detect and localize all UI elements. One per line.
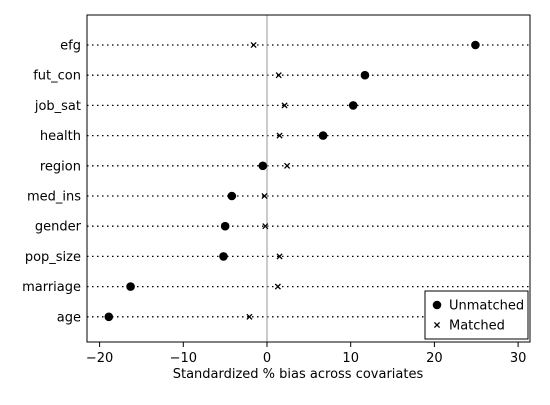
matched-point-efg (250, 41, 257, 49)
matched-point-age (246, 313, 253, 320)
x-tick-label--10: −10 (170, 351, 197, 366)
covariate-label-age: age (57, 310, 81, 325)
unmatched-point-age (104, 312, 114, 322)
covariate-label-fut_con: fut_con (33, 69, 81, 84)
matched-point-age-stroke-b (246, 313, 253, 320)
legend-marker-unmatched (432, 300, 442, 310)
matched-point-health-stroke-b (276, 132, 283, 139)
matched-point-health (276, 132, 283, 139)
x-axis-title: Standardized % bias across covariates (173, 367, 424, 382)
matched-point-region-stroke-b (284, 162, 291, 169)
series-matched (246, 41, 291, 320)
matched-point-job_sat (281, 102, 288, 109)
matched-point-marriage-stroke-b (274, 283, 281, 290)
covariate-label-gender: gender (35, 220, 82, 235)
matched-point-job_sat-stroke-b (281, 102, 288, 109)
data-markers (104, 40, 480, 322)
unmatched-point-job_sat (348, 101, 358, 110)
legend-label-matched: Matched (449, 319, 505, 334)
covariate-label-med_ins: med_ins (27, 190, 81, 205)
matched-point-gender (262, 223, 269, 230)
matched-point-marriage (274, 283, 281, 290)
matched-point-fut_con (275, 72, 282, 79)
x-tick-label--20: −20 (86, 351, 113, 366)
legend-marker-matched (433, 321, 441, 329)
plot-frame (86, 14, 531, 343)
unmatched-point-region (258, 161, 268, 171)
matched-point-pop_size-stroke-b (276, 253, 283, 260)
matched-point-gender-stroke-b (262, 223, 269, 230)
x-tick-label-20: 20 (426, 351, 443, 366)
unmatched-point-pop_size (219, 252, 228, 261)
unmatched-point-efg (471, 40, 480, 50)
unmatched-point-fut_con (360, 70, 370, 80)
covariate-label-health: health (40, 129, 81, 144)
plot-border (86, 14, 531, 343)
x-tick-label-10: 10 (342, 351, 359, 366)
unmatched-point-marriage (126, 282, 135, 291)
matched-point-med_ins-stroke-b (261, 192, 268, 200)
x-axis-ticks: −20 −10 0 10 20 30 (86, 342, 526, 366)
unmatched-point-gender (220, 221, 230, 231)
series-unmatched (104, 40, 480, 322)
covariate-label-marriage: marriage (22, 280, 81, 295)
covariate-label-pop_size: pop_size (25, 250, 81, 265)
legend-label-unmatched: Unmatched (449, 299, 524, 314)
covariate-label-job_sat: job_sat (34, 99, 81, 114)
x-tick-label-30: 30 (510, 351, 527, 366)
matched-point-pop_size (276, 253, 283, 260)
unmatched-point-health (318, 131, 328, 140)
matched-point-med_ins (261, 192, 268, 200)
matched-point-efg-stroke-b (250, 41, 257, 49)
x-tick-label-0: 0 (263, 351, 271, 366)
legend: Unmatched Matched (424, 290, 529, 340)
matched-point-region (284, 162, 291, 169)
legend-box (424, 290, 529, 340)
matched-point-fut_con-stroke-b (275, 72, 282, 79)
grid-lines (87, 44, 530, 318)
unmatched-point-med_ins (227, 191, 237, 201)
covariate-label-region: region (40, 159, 81, 174)
legend-marker-matched-stroke-b (433, 321, 441, 329)
covariate-label-efg: efg (60, 39, 81, 54)
